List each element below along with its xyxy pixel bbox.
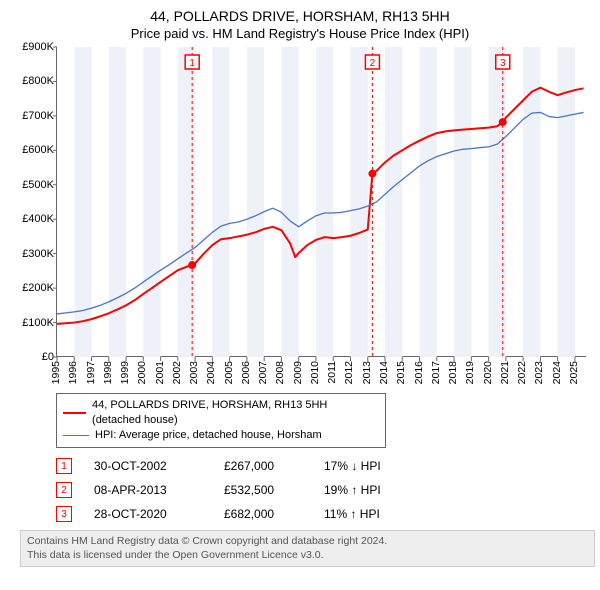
event-date: 28-OCT-2020 <box>94 507 224 521</box>
event-price: £682,000 <box>224 507 324 521</box>
legend-row: 44, POLLARDS DRIVE, HORSHAM, RH13 5HH (d… <box>63 398 379 428</box>
x-tick-label: 2015 <box>395 361 407 384</box>
y-tick-label: £200K <box>10 282 54 294</box>
y-tick-label: £100K <box>10 317 54 329</box>
event-date: 30-OCT-2002 <box>94 459 224 473</box>
plot-region: 1 2 3 <box>56 47 586 357</box>
legend-label: HPI: Average price, detached house, Hors… <box>95 428 322 443</box>
x-tick-label: 2004 <box>205 361 217 384</box>
x-tick-label: 2006 <box>240 361 252 384</box>
event-diff: 19% ↑ HPI <box>324 483 444 497</box>
footer-line-1: Contains HM Land Registry data © Crown c… <box>27 535 588 549</box>
y-tick-label: £600K <box>10 144 54 156</box>
x-tick-label: 2007 <box>257 361 269 384</box>
x-tick-label: 2005 <box>223 361 235 384</box>
chart-title: 44, POLLARDS DRIVE, HORSHAM, RH13 5HH <box>10 8 590 24</box>
x-tick-label: 2011 <box>326 361 338 384</box>
x-tick-label: 2003 <box>188 361 200 384</box>
event-row: 1 30-OCT-2002£267,00017% ↓ HPI <box>56 458 556 474</box>
marker-dot-2 <box>368 170 376 178</box>
event-marker-box: 3 <box>56 506 72 522</box>
chart-subtitle: Price paid vs. HM Land Registry's House … <box>10 26 590 41</box>
x-tick-label: 1995 <box>50 361 62 384</box>
x-tick-label: 2020 <box>482 361 494 384</box>
event-marker-box: 2 <box>56 482 72 498</box>
y-tick-label: £0 <box>10 351 54 363</box>
y-tick-label: £500K <box>10 179 54 191</box>
legend-swatch <box>63 412 86 414</box>
x-tick-label: 1996 <box>67 361 79 384</box>
legend-row: HPI: Average price, detached house, Hors… <box>63 428 379 443</box>
x-tick-label: 2023 <box>533 361 545 384</box>
x-tick-label: 2001 <box>154 361 166 384</box>
y-axis: £0£100K£200K£300K£400K£500K£600K£700K£80… <box>10 47 56 357</box>
event-diff: 17% ↓ HPI <box>324 459 444 473</box>
x-tick-label: 2008 <box>274 361 286 384</box>
footer-line-2: This data is licensed under the Open Gov… <box>27 549 588 563</box>
legend-swatch <box>63 435 89 436</box>
x-tick-label: 2024 <box>551 361 563 384</box>
x-tick-label: 2002 <box>171 361 183 384</box>
y-tick-label: £300K <box>10 248 54 260</box>
legend: 44, POLLARDS DRIVE, HORSHAM, RH13 5HH (d… <box>56 393 386 448</box>
x-axis: 1995199619971998199920002001200220032004… <box>56 357 586 387</box>
x-tick-label: 2021 <box>499 361 511 384</box>
events-table: 1 30-OCT-2002£267,00017% ↓ HPI 2 08-APR-201… <box>56 458 556 522</box>
event-date: 08-APR-2013 <box>94 483 224 497</box>
x-tick-label: 2022 <box>516 361 528 384</box>
y-tick-label: £700K <box>10 110 54 122</box>
x-tick-label: 1997 <box>85 361 97 384</box>
event-marker-box: 1 <box>56 458 72 474</box>
y-tick-label: £400K <box>10 213 54 225</box>
y-tick-label: £900K <box>10 41 54 53</box>
x-tick-label: 2016 <box>413 361 425 384</box>
x-tick-label: 2025 <box>568 361 580 384</box>
y-tick-label: £800K <box>10 75 54 87</box>
marker-dot-3 <box>499 118 507 126</box>
event-price: £532,500 <box>224 483 324 497</box>
x-tick-label: 2000 <box>136 361 148 384</box>
marker-num-3: 3 <box>500 58 506 69</box>
x-tick-label: 2013 <box>361 361 373 384</box>
footer-attribution: Contains HM Land Registry data © Crown c… <box>20 530 595 567</box>
x-tick-label: 2019 <box>464 361 476 384</box>
x-tick-label: 2010 <box>309 361 321 384</box>
event-row: 2 08-APR-2013£532,50019% ↑ HPI <box>56 482 556 498</box>
event-diff: 11% ↑ HPI <box>324 507 444 521</box>
marker-num-2: 2 <box>370 58 376 69</box>
plot-svg: 1 2 3 <box>57 47 587 357</box>
chart-container: 44, POLLARDS DRIVE, HORSHAM, RH13 5HH Pr… <box>0 0 600 590</box>
x-tick-label: 2018 <box>447 361 459 384</box>
marker-dot-1 <box>188 261 196 269</box>
title-block: 44, POLLARDS DRIVE, HORSHAM, RH13 5HH Pr… <box>10 8 590 41</box>
legend-label: 44, POLLARDS DRIVE, HORSHAM, RH13 5HH (d… <box>92 398 379 428</box>
x-tick-label: 2014 <box>378 361 390 384</box>
marker-num-1: 1 <box>189 58 195 69</box>
x-tick-label: 1998 <box>102 361 114 384</box>
event-price: £267,000 <box>224 459 324 473</box>
event-row: 3 28-OCT-2020£682,00011% ↑ HPI <box>56 506 556 522</box>
chart-area: £0 £100K £200K £300K £400K £500K £600K £700K £80… <box>10 47 590 387</box>
x-tick-label: 2017 <box>430 361 442 384</box>
x-tick-label: 2012 <box>343 361 355 384</box>
x-tick-label: 2009 <box>292 361 304 384</box>
x-tick-label: 1999 <box>119 361 131 384</box>
